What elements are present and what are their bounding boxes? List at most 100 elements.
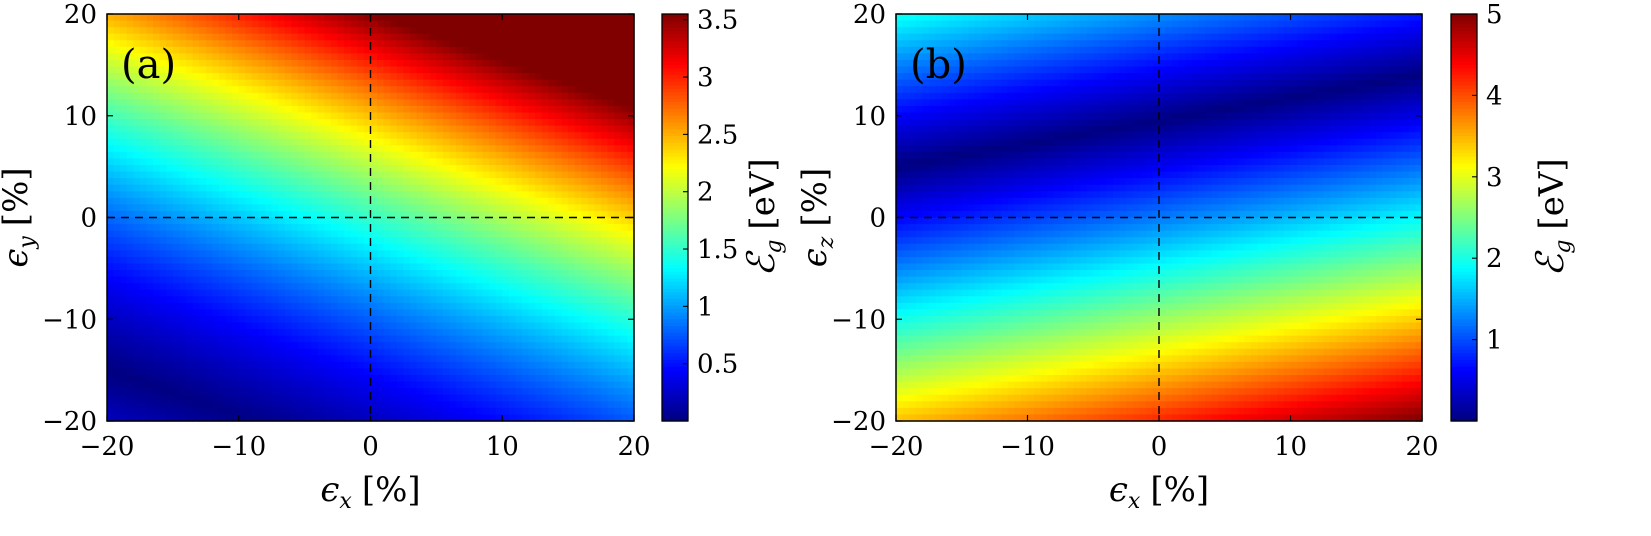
heatmap-cell xyxy=(535,197,543,205)
heatmap-cell xyxy=(581,191,589,199)
heatmap-cell xyxy=(522,158,530,166)
heatmap-cell xyxy=(568,230,576,238)
heatmap-cell xyxy=(377,302,385,310)
x-axis-symbol: ϵ xyxy=(320,470,339,510)
heatmap-cell xyxy=(304,197,312,205)
heatmap-cell xyxy=(113,132,121,140)
heatmap-cell xyxy=(324,92,332,100)
heatmap-cell xyxy=(627,119,635,127)
heatmap-cell xyxy=(423,230,431,238)
heatmap-cell xyxy=(442,151,451,160)
heatmap-cell xyxy=(232,342,240,350)
heatmap-cell xyxy=(186,276,194,284)
heatmap-cell xyxy=(166,46,174,54)
heatmap-cell xyxy=(179,40,187,48)
heatmap-cell xyxy=(554,335,563,343)
heatmap-cell xyxy=(594,138,602,146)
heatmap-cell xyxy=(416,79,424,87)
heatmap-cell xyxy=(436,407,444,416)
heatmap-cell xyxy=(311,14,319,22)
heatmap-cell xyxy=(166,322,174,330)
heatmap-cell xyxy=(370,145,378,153)
heatmap-cell xyxy=(159,283,167,291)
heatmap-cell xyxy=(304,230,312,238)
heatmap-cell xyxy=(363,151,372,160)
heatmap-cell xyxy=(205,171,213,179)
heatmap-cell xyxy=(390,283,398,291)
heatmap-cell xyxy=(192,66,200,74)
heatmap-cell xyxy=(495,145,503,153)
heatmap-cell xyxy=(429,276,437,284)
heatmap-cell xyxy=(212,79,220,87)
heatmap-cell xyxy=(528,158,536,166)
heatmap-cell xyxy=(383,125,391,133)
heatmap-cell xyxy=(482,256,490,265)
heatmap-cell xyxy=(337,388,345,396)
heatmap-cell xyxy=(186,322,194,330)
heatmap-cell xyxy=(620,329,629,337)
heatmap-cell xyxy=(146,329,154,337)
heatmap-cell xyxy=(541,138,549,146)
heatmap-cell xyxy=(199,342,207,350)
heatmap-cell xyxy=(502,164,510,173)
heatmap-cell xyxy=(390,151,398,160)
heatmap-cell xyxy=(344,112,352,120)
heatmap-cell xyxy=(581,210,589,219)
heatmap-cell xyxy=(179,335,187,343)
heatmap-cell xyxy=(205,73,213,81)
heatmap-cell xyxy=(179,33,187,41)
heatmap-cell xyxy=(166,73,174,81)
heatmap-cell xyxy=(502,105,510,114)
heatmap-cell xyxy=(192,342,200,350)
heatmap-cell xyxy=(442,230,451,238)
heatmap-cell xyxy=(344,53,352,61)
heatmap-cell xyxy=(554,224,563,232)
heatmap-cell xyxy=(363,33,372,41)
heatmap-cell xyxy=(442,92,451,100)
heatmap-cell xyxy=(410,276,418,284)
heatmap-cell xyxy=(442,296,451,304)
heatmap-cell xyxy=(311,86,319,94)
heatmap-cell xyxy=(153,145,161,153)
heatmap-cell xyxy=(350,355,358,363)
heatmap-cell xyxy=(416,270,424,278)
heatmap-cell xyxy=(324,119,332,127)
heatmap-cell xyxy=(370,73,378,81)
heatmap-cell xyxy=(495,66,503,74)
heatmap-cell xyxy=(311,414,319,422)
heatmap-cell xyxy=(522,361,530,370)
heatmap-cell xyxy=(284,59,293,68)
heatmap-cell xyxy=(120,283,128,291)
heatmap-cell xyxy=(278,73,286,81)
heatmap-cell xyxy=(462,315,470,324)
heatmap-cell xyxy=(271,46,279,54)
heatmap-cell xyxy=(212,394,220,402)
heatmap-cell xyxy=(574,315,582,324)
heatmap-cell xyxy=(416,230,424,238)
heatmap-cell xyxy=(311,79,319,87)
heatmap-cell xyxy=(324,335,332,343)
heatmap-cell xyxy=(205,20,213,28)
heatmap-cell xyxy=(489,348,497,356)
heatmap-cell xyxy=(284,184,293,192)
heatmap-cell xyxy=(139,250,148,258)
heatmap-cell xyxy=(298,99,306,107)
heatmap-cell xyxy=(337,99,345,107)
heatmap-cell xyxy=(528,66,536,74)
heatmap-cell xyxy=(489,243,497,251)
heatmap-cell xyxy=(317,204,325,212)
heatmap-cell xyxy=(107,355,115,363)
heatmap-cell xyxy=(218,309,227,317)
heatmap-cell xyxy=(179,217,187,225)
heatmap-cell xyxy=(284,112,293,120)
heatmap-cell xyxy=(495,119,503,127)
heatmap-cell xyxy=(627,14,635,22)
heatmap-cell xyxy=(462,132,470,140)
heatmap-cell xyxy=(522,302,530,310)
heatmap-cell xyxy=(153,355,161,363)
heatmap-cell xyxy=(396,79,405,87)
heatmap-cell xyxy=(153,335,161,343)
heatmap-cell xyxy=(548,119,556,127)
heatmap-cell xyxy=(541,230,549,238)
heatmap-cell xyxy=(298,315,306,324)
